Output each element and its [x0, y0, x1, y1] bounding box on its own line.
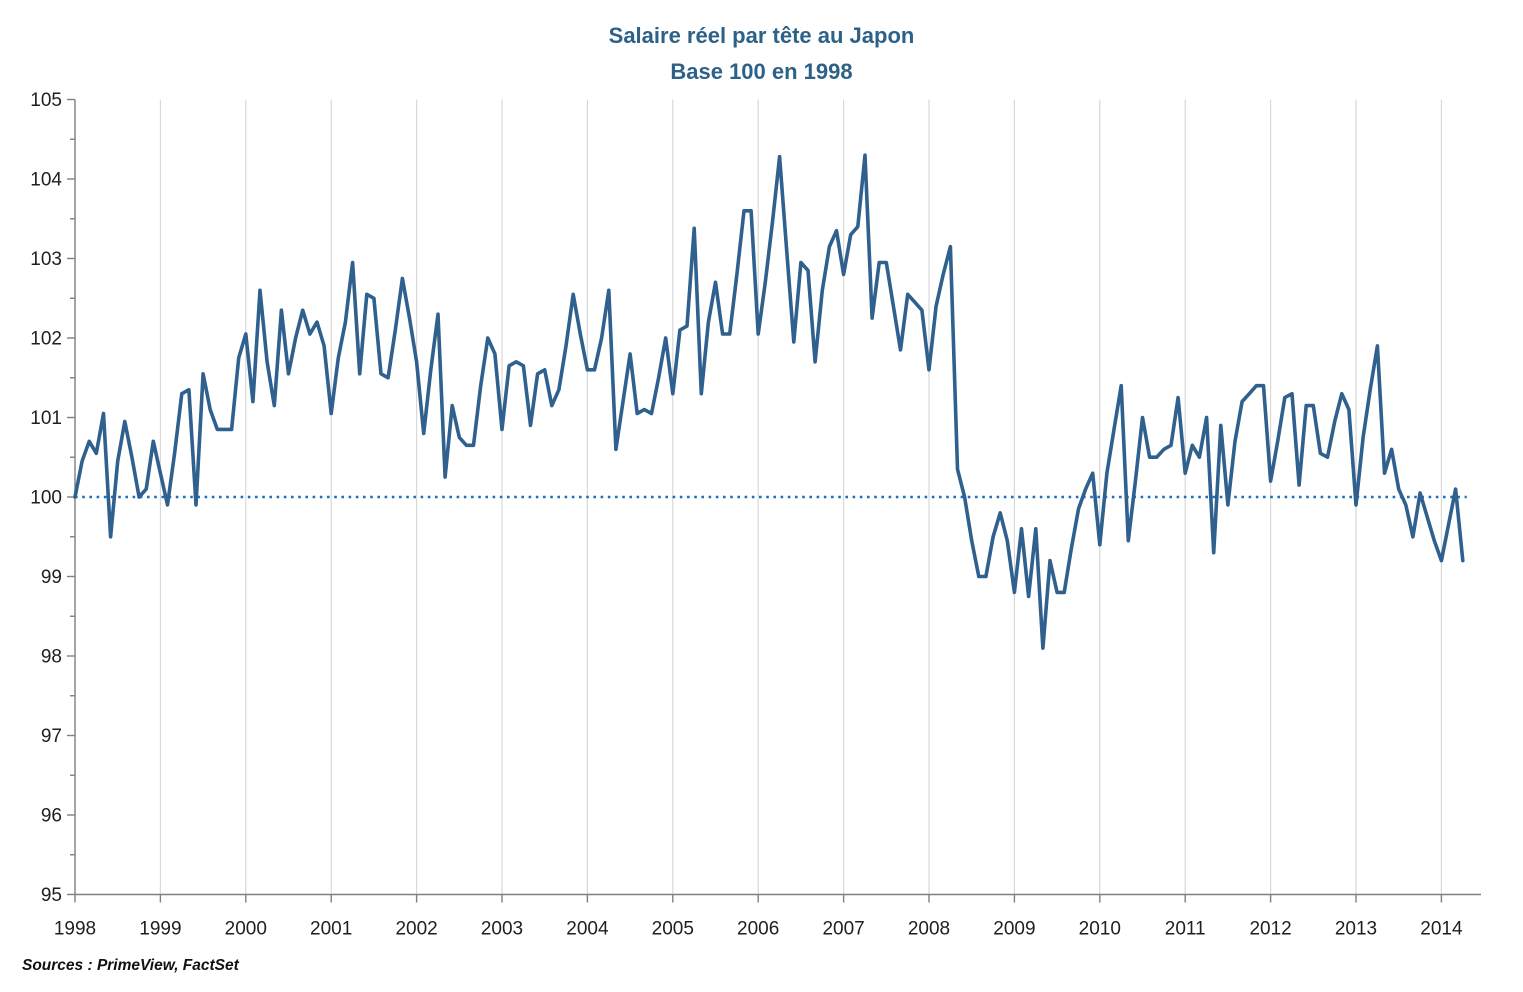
- svg-text:2009: 2009: [993, 919, 1035, 940]
- x-axis-ticks: [74, 894, 1443, 903]
- svg-text:95: 95: [41, 885, 62, 906]
- svg-text:2003: 2003: [481, 919, 523, 940]
- svg-text:2008: 2008: [908, 919, 950, 940]
- source-note: Sources : PrimeView, FactSet: [22, 957, 239, 974]
- svg-text:2007: 2007: [822, 919, 864, 940]
- svg-text:2011: 2011: [1165, 919, 1206, 940]
- svg-text:2006: 2006: [737, 919, 779, 940]
- svg-text:1998: 1998: [54, 919, 96, 940]
- svg-text:101: 101: [30, 408, 62, 429]
- svg-text:96: 96: [41, 806, 62, 827]
- svg-text:97: 97: [41, 726, 62, 747]
- svg-text:105: 105: [30, 90, 62, 111]
- svg-text:2013: 2013: [1335, 919, 1377, 940]
- svg-text:103: 103: [30, 249, 62, 270]
- y-axis-labels: 95 96 97 98 99 100 101 102 103 104 105: [30, 90, 62, 906]
- svg-text:2005: 2005: [652, 919, 694, 940]
- x-axis-labels: 1998 1999 2000 2001 2002 2003 2004 2005 2006 2007…: [54, 919, 1463, 940]
- svg-text:104: 104: [30, 170, 62, 191]
- svg-text:99: 99: [41, 567, 62, 588]
- svg-text:98: 98: [41, 647, 62, 668]
- svg-text:2010: 2010: [1079, 919, 1121, 940]
- svg-text:2001: 2001: [310, 919, 352, 940]
- wage-index-line: [73, 153, 1465, 650]
- svg-text:102: 102: [30, 329, 62, 350]
- svg-text:1999: 1999: [139, 919, 181, 940]
- svg-text:100: 100: [30, 488, 62, 509]
- svg-text:2002: 2002: [395, 919, 437, 940]
- svg-text:2012: 2012: [1249, 919, 1291, 940]
- svg-text:2000: 2000: [225, 919, 267, 940]
- svg-text:2014: 2014: [1420, 919, 1463, 940]
- svg-text:2004: 2004: [566, 919, 609, 940]
